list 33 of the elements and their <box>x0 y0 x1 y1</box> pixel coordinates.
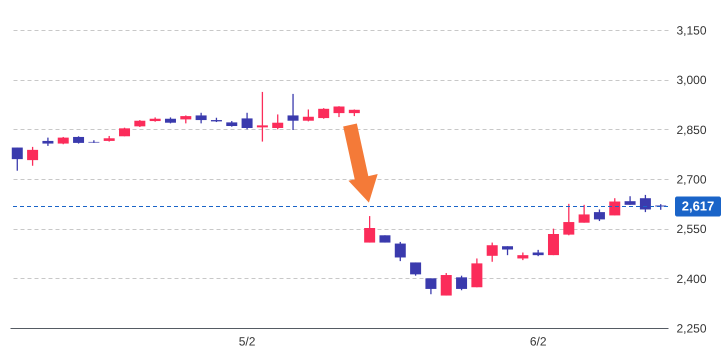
candlestick <box>196 112 207 124</box>
candlestick <box>425 278 436 295</box>
y-tick-label: 3,150 <box>676 24 707 38</box>
candlestick <box>364 215 376 244</box>
candlestick <box>578 204 590 224</box>
candlestick <box>640 194 651 213</box>
candlestick <box>334 106 344 118</box>
candlestick <box>456 275 468 291</box>
candlestick <box>256 91 268 142</box>
y-tick-label: 2,700 <box>676 172 707 186</box>
candlestick <box>288 93 299 131</box>
candlestick <box>609 198 620 216</box>
candlestick <box>12 146 23 172</box>
y-tick-label: 2,250 <box>676 322 707 336</box>
x-tick-label: 5/2 <box>238 334 256 348</box>
y-tick-label: 3,000 <box>676 73 707 88</box>
y-tick-label: 2,550 <box>676 222 707 236</box>
candlestick <box>394 241 406 262</box>
x-tick-label: 6/2 <box>530 334 547 348</box>
y-tick-label: 2,400 <box>676 272 707 286</box>
candlestick <box>272 114 284 130</box>
candlestick <box>440 272 452 296</box>
candlestick <box>563 203 574 236</box>
candlestick <box>486 242 498 262</box>
candlestick <box>548 228 559 256</box>
candlestick <box>471 258 482 288</box>
ref-line-label: 2,617 <box>682 198 714 214</box>
candlestick <box>27 146 38 166</box>
candlestick <box>410 262 422 276</box>
candlestick <box>318 107 330 120</box>
candlestick <box>242 112 253 130</box>
y-tick-label: 2,850 <box>676 122 707 137</box>
candlestick <box>594 208 605 222</box>
